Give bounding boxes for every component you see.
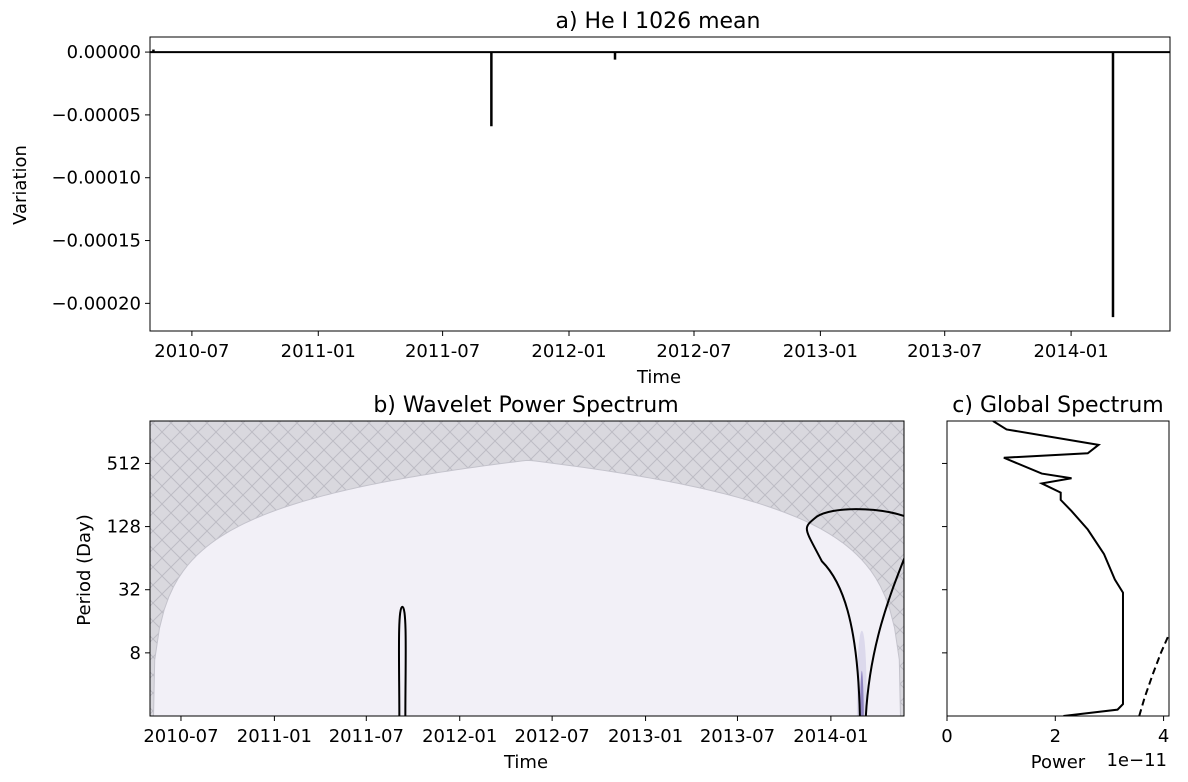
cone-of-influence-edge: [153, 459, 901, 716]
c-xtick-label: 4: [1158, 726, 1169, 747]
b-xtick-label: 2012-07: [515, 726, 590, 747]
panel-b-frame: [149, 420, 905, 717]
significance-contours: [397, 508, 904, 716]
a-xtick-label: 2011-07: [405, 341, 480, 362]
b-ytick-label: 8: [130, 643, 141, 664]
b-xtick-label: 2010-07: [143, 726, 218, 747]
series-significance-level: [1138, 633, 1169, 716]
panel-b-title: b) Wavelet Power Spectrum: [373, 393, 678, 418]
b-xtick-label: 2013-07: [700, 726, 775, 747]
a-xtick-label: 2011-01: [281, 341, 356, 362]
panel-b-x-axis: 2010-07 2011-01 2011-07 2012-01 2012-07 2013-…: [143, 716, 868, 747]
panel-c: c) Global Spectrum 0 2 4 Power 1e−11: [941, 393, 1170, 773]
a-xtick-label: 2014-01: [1033, 341, 1108, 362]
power-peak-0: [859, 670, 864, 716]
cone-of-influence-hatch: [150, 421, 904, 716]
a-xtick-label: 2010-07: [154, 341, 229, 362]
panel-a-xlabel: Time: [636, 367, 681, 388]
a-ytick-label: 0.00000: [67, 42, 141, 63]
panel-a-y-axis: 0.00000 −0.00005 −0.00010 −0.00015 −0.00020: [51, 42, 150, 314]
c-xtick-label: 2: [1050, 726, 1061, 747]
panel-c-title: c) Global Spectrum: [952, 393, 1163, 418]
a-ytick-label: −0.00005: [51, 105, 141, 126]
panel-b-y-axis: 8 32 128 512: [107, 453, 150, 664]
panel-a-title: a) He I 1026 mean: [556, 9, 761, 34]
a-ytick-label: −0.00010: [51, 168, 141, 189]
panel-c-xlabel: Power: [1031, 752, 1086, 773]
panel-b-xlabel: Time: [503, 752, 548, 773]
b-xtick-label: 2011-07: [329, 726, 404, 747]
panel-c-series: [992, 421, 1169, 716]
panel-c-y-axis: [942, 462, 947, 654]
a-ytick-label: −0.00015: [51, 231, 141, 252]
c-xtick-label: 0: [941, 726, 952, 747]
b-ytick-label: 32: [118, 580, 141, 601]
b-xtick-label: 2014-01: [793, 726, 868, 747]
a-xtick-label: 2013-01: [783, 341, 858, 362]
significance-contour-2014: [805, 508, 904, 716]
panel-a: a) He I 1026 mean 2010-07 2011-01 2011-07 2…: [10, 9, 1171, 388]
wavelet-power-peaks: [856, 630, 867, 716]
b-ytick-label: 128: [107, 517, 141, 538]
panel-a-series: [150, 49, 1170, 318]
b-xtick-label: 2012-01: [422, 726, 497, 747]
a-xtick-label: 2012-07: [656, 341, 731, 362]
a-xtick-label: 2012-01: [531, 341, 606, 362]
a-ytick-label: −0.00020: [51, 293, 141, 314]
panel-a-x-axis: 2010-07 2011-01 2011-07 2012-01 2012-07 2013-…: [154, 331, 1109, 362]
panel-c-x-axis: 0 2 4: [941, 716, 1169, 747]
panel-c-frame: [946, 420, 1170, 717]
b-xtick-label: 2011-01: [237, 726, 312, 747]
significance-contour-2011-09: [397, 605, 407, 716]
panel-a-frame: [149, 36, 1171, 332]
panel-b: b) Wavelet Power Spectrum 2010-07 2011-01…: [74, 393, 905, 773]
series-global-spectrum: [992, 421, 1124, 716]
panel-c-x-scale-label: 1e−11: [1106, 750, 1167, 771]
b-xtick-label: 2013-01: [608, 726, 683, 747]
b-ytick-label: 512: [107, 453, 141, 474]
a-xtick-label: 2013-07: [907, 341, 982, 362]
panel-b-ylabel: Period (Day): [74, 514, 95, 625]
panel-a-ylabel: Variation: [10, 145, 31, 225]
